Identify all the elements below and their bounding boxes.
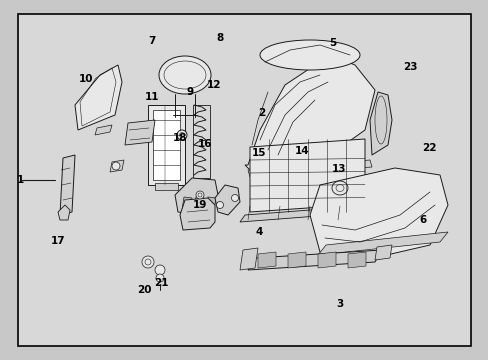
Ellipse shape bbox=[159, 56, 210, 94]
Polygon shape bbox=[125, 120, 155, 145]
Polygon shape bbox=[148, 105, 184, 185]
Text: 4: 4 bbox=[255, 227, 263, 237]
Text: 15: 15 bbox=[251, 148, 266, 158]
Ellipse shape bbox=[155, 265, 164, 275]
Polygon shape bbox=[194, 197, 203, 211]
Polygon shape bbox=[244, 55, 374, 175]
Text: 11: 11 bbox=[144, 92, 159, 102]
Text: 17: 17 bbox=[50, 236, 65, 246]
Text: 18: 18 bbox=[172, 132, 187, 143]
Text: 7: 7 bbox=[147, 36, 155, 46]
Polygon shape bbox=[205, 197, 216, 211]
Ellipse shape bbox=[231, 194, 238, 202]
Polygon shape bbox=[317, 232, 447, 255]
Text: 14: 14 bbox=[294, 146, 309, 156]
Polygon shape bbox=[240, 205, 374, 222]
Polygon shape bbox=[153, 110, 180, 180]
Ellipse shape bbox=[142, 256, 154, 268]
Polygon shape bbox=[247, 250, 381, 270]
Text: 2: 2 bbox=[258, 108, 264, 118]
Polygon shape bbox=[258, 252, 275, 268]
Text: 12: 12 bbox=[206, 80, 221, 90]
Polygon shape bbox=[287, 252, 305, 268]
Text: 20: 20 bbox=[137, 285, 151, 295]
Polygon shape bbox=[374, 245, 391, 260]
Text: 8: 8 bbox=[216, 33, 223, 43]
Text: 23: 23 bbox=[403, 62, 417, 72]
Polygon shape bbox=[155, 183, 178, 190]
Text: 3: 3 bbox=[336, 299, 343, 309]
Text: 19: 19 bbox=[192, 200, 206, 210]
Polygon shape bbox=[249, 139, 364, 212]
Text: 16: 16 bbox=[198, 139, 212, 149]
Polygon shape bbox=[240, 248, 258, 270]
Ellipse shape bbox=[112, 162, 120, 170]
Polygon shape bbox=[75, 65, 122, 130]
Text: 5: 5 bbox=[328, 38, 335, 48]
Polygon shape bbox=[182, 197, 192, 211]
Ellipse shape bbox=[156, 274, 163, 282]
Polygon shape bbox=[95, 125, 112, 135]
Ellipse shape bbox=[260, 40, 359, 70]
Polygon shape bbox=[317, 252, 335, 268]
Ellipse shape bbox=[196, 191, 203, 199]
Ellipse shape bbox=[177, 130, 186, 140]
Polygon shape bbox=[60, 155, 75, 215]
Text: 6: 6 bbox=[419, 215, 426, 225]
Text: 1: 1 bbox=[17, 175, 24, 185]
Text: 22: 22 bbox=[421, 143, 436, 153]
Text: 10: 10 bbox=[78, 74, 93, 84]
Text: 21: 21 bbox=[154, 278, 168, 288]
Polygon shape bbox=[247, 160, 371, 177]
Polygon shape bbox=[180, 198, 215, 230]
Polygon shape bbox=[110, 160, 124, 172]
Ellipse shape bbox=[216, 202, 223, 208]
Polygon shape bbox=[58, 205, 70, 220]
Ellipse shape bbox=[331, 181, 347, 195]
Polygon shape bbox=[369, 92, 391, 155]
Text: 13: 13 bbox=[331, 164, 346, 174]
Polygon shape bbox=[215, 185, 240, 215]
Polygon shape bbox=[347, 252, 365, 268]
Polygon shape bbox=[309, 168, 447, 260]
Text: 9: 9 bbox=[186, 87, 193, 97]
Polygon shape bbox=[175, 178, 218, 215]
